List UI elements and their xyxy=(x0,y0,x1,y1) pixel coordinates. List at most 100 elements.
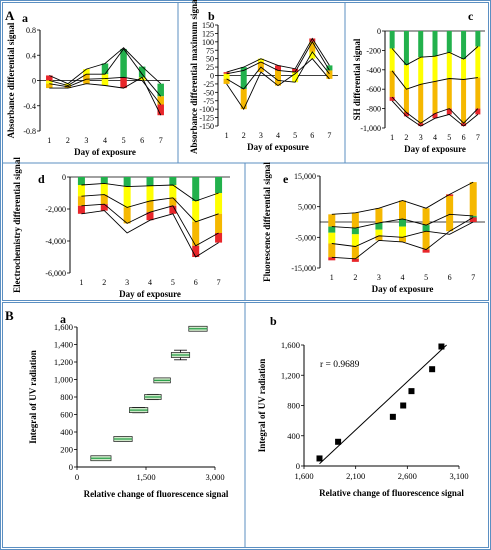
bar-segment-ae xyxy=(375,222,383,230)
bar-segment-ae xyxy=(422,208,430,226)
bar-segment-ac xyxy=(403,31,409,65)
bar-segment-ad xyxy=(169,205,177,214)
bar-segment-aa xyxy=(157,83,164,97)
bar-segment-ad xyxy=(215,177,223,193)
y-tick-label-aa: 0.4 xyxy=(26,51,36,60)
bar-segment-ad xyxy=(100,194,108,205)
bar-segment-aa xyxy=(157,104,164,116)
bar-segment-ad xyxy=(77,185,85,197)
bar-segment-ac xyxy=(461,79,467,124)
series-line-ad-4 xyxy=(81,210,219,258)
x-tick-label-ae: 2 xyxy=(353,273,357,282)
x-tick-label-ab: 6 xyxy=(310,131,314,140)
bar-segment-ac xyxy=(432,31,438,57)
panel-label-ba: a xyxy=(60,312,66,326)
data-point-bb xyxy=(438,343,445,350)
x-tick-label-bb: 2,100 xyxy=(346,471,365,481)
series-line-ab-3 xyxy=(226,51,330,90)
y-tick-label-bb: 0 xyxy=(296,461,300,471)
bar-segment-ae xyxy=(422,249,430,253)
bar-segment-ab xyxy=(275,65,281,71)
bar-segment-ad xyxy=(123,207,131,224)
x-tick-label-bb: 1,600 xyxy=(294,471,313,481)
bar-segment-ad xyxy=(215,193,223,214)
x-tick-label-ac: 1 xyxy=(390,133,394,142)
y-tick-label-ab: 150 xyxy=(202,21,214,30)
x-tick-label-ab: 2 xyxy=(242,131,246,140)
y-tick-label-ab: 0 xyxy=(210,72,214,81)
bar-segment-ae xyxy=(399,200,406,219)
x-tick-label-ac: 2 xyxy=(404,133,408,142)
bar-segment-ac xyxy=(461,123,467,127)
series-line-aa-3 xyxy=(49,76,162,105)
bar-segment-aa xyxy=(101,74,109,86)
bar-segment-ad xyxy=(123,186,131,208)
bar-segment-aa xyxy=(120,77,127,89)
y-tick-label-ba: 1,400 xyxy=(54,340,73,350)
x-axis-title-ac: Day of exposure xyxy=(404,144,466,154)
y-tick-label-ba: 1,200 xyxy=(54,357,73,367)
y-tick-label-ba: 1,600 xyxy=(54,322,73,332)
bar-segment-ad xyxy=(192,177,200,201)
bar-segment-aa xyxy=(46,75,53,81)
bar-segment-ac xyxy=(446,108,452,115)
series-line-ae-4 xyxy=(331,217,474,260)
bar-segment-aa xyxy=(64,83,72,86)
bar-segment-ad xyxy=(77,205,85,214)
series-line-ae-1 xyxy=(331,181,474,215)
section-label-b: B xyxy=(5,308,14,323)
bar-segment-ac xyxy=(389,70,395,97)
y-tick-label-ba: 600 xyxy=(60,410,73,420)
bar-segment-ac xyxy=(446,52,452,79)
bar-segment-ac xyxy=(432,81,438,114)
bar-segment-ab xyxy=(309,38,316,42)
bar-segment-ad xyxy=(169,197,177,206)
x-tick-label-aa: 7 xyxy=(159,136,163,145)
bar-segment-ae xyxy=(328,232,336,244)
y-tick-label-ad: -6,000 xyxy=(45,269,66,278)
x-tick-label-aa: 6 xyxy=(140,136,144,145)
bar-segment-ac xyxy=(461,59,467,80)
x-tick-label-bb: 3,100 xyxy=(449,471,468,481)
x-tick-label-ac: 5 xyxy=(447,133,451,142)
y-tick-label-ba: 400 xyxy=(60,427,73,437)
y-tick-label-ab: 50 xyxy=(206,55,214,64)
bar-segment-ae xyxy=(375,208,383,223)
bar-segment-ac xyxy=(389,48,395,71)
data-point-bb xyxy=(389,413,396,420)
bar-segment-ab xyxy=(326,65,333,71)
y-tick-label-bb: 400 xyxy=(287,431,300,441)
panel-label-aa: a xyxy=(22,11,28,25)
bar-segment-ad xyxy=(192,221,200,246)
x-tick-label-ac: 6 xyxy=(462,133,466,142)
y-tick-label-ab: -50 xyxy=(203,88,214,97)
series-line-ae-3 xyxy=(331,221,474,247)
bar-segment-ae xyxy=(375,235,383,241)
x-tick-label-ad: 5 xyxy=(171,278,175,287)
bar-segment-ac xyxy=(389,31,395,49)
data-point-bb xyxy=(400,402,407,409)
data-point-bb xyxy=(316,455,323,462)
bar-segment-aa xyxy=(101,63,109,75)
y-axis-title-ab: Absorbance differential maximum signal xyxy=(189,0,199,154)
bar-segment-ab xyxy=(275,70,281,86)
bar-segment-ad xyxy=(100,177,108,184)
bar-segment-ae xyxy=(422,231,430,250)
bar-segment-ac xyxy=(403,89,409,113)
panel-label-ab: b xyxy=(208,9,215,23)
x-tick-label-ad: 4 xyxy=(148,278,152,287)
x-tick-label-ba: 0 xyxy=(75,472,79,482)
bar-segment-ad xyxy=(192,245,200,257)
bar-segment-ae xyxy=(422,225,430,232)
bar-segment-ac xyxy=(418,31,424,58)
x-tick-label-ac: 7 xyxy=(476,133,480,142)
bar-segment-ab xyxy=(223,73,230,79)
bar-segment-ad xyxy=(146,212,154,221)
x-axis-title-ad: Day of exposure xyxy=(119,289,181,299)
y-tick-label-ac: -400 xyxy=(366,66,381,75)
series-line-aa-2 xyxy=(49,48,162,97)
bar-segment-ad xyxy=(100,183,108,195)
bar-segment-ab xyxy=(240,67,247,71)
x-tick-label-aa: 1 xyxy=(47,136,51,145)
